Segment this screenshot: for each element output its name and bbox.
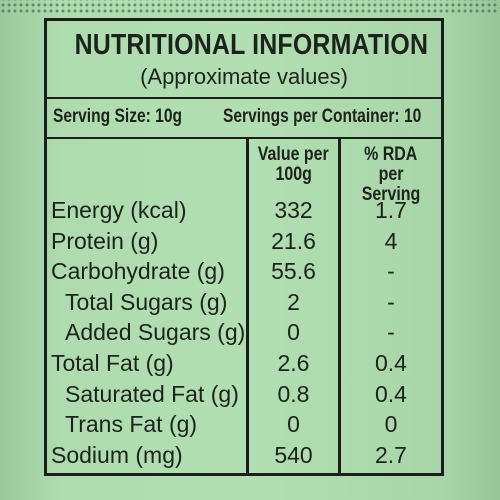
- nutrient-rda-per-serving: -: [387, 319, 395, 346]
- nutrient-row: Energy (kcal) 332 1.7: [47, 195, 441, 226]
- nutrient-row: Trans Fat (g) 0 0: [47, 409, 441, 440]
- nutrient-rows: Energy (kcal) 332 1.7 Protein (g) 21.6 4 Carbo…: [47, 195, 441, 470]
- nutrient-rda-per-serving: -: [387, 258, 395, 285]
- column-divider-rda: [338, 137, 341, 473]
- column-header-value-line1: Value per: [258, 144, 329, 165]
- nutrient-name: Carbohydrate (g): [51, 258, 225, 285]
- nutrient-row: Carbohydrate (g) 55.6 -: [47, 256, 441, 287]
- nutrient-row: Saturated Fat (g) 0.8 0.4: [47, 379, 441, 410]
- nutrition-facts-panel: NUTRITIONAL INFORMATION (Approximate val…: [44, 18, 444, 476]
- nutrient-value-per-100g: 2: [287, 288, 300, 315]
- nutrient-value-per-100g: 55.6: [271, 258, 316, 285]
- nutrient-value-per-100g: 332: [274, 197, 313, 223]
- servings-per-container: Servings per Container: 10: [223, 106, 422, 127]
- nutrient-value-per-100g: 0: [287, 319, 300, 346]
- serving-info-row: Serving Size: 10g Servings per Container…: [47, 97, 441, 139]
- nutrient-row: Protein (g) 21.6 4: [47, 226, 441, 257]
- panel-subtitle: (Approximate values): [140, 64, 348, 89]
- nutrient-value-per-100g: 21.6: [271, 227, 316, 254]
- title-block: NUTRITIONAL INFORMATION (Approximate val…: [47, 21, 441, 99]
- serving-size: Serving Size: 10g: [53, 106, 183, 127]
- nutrient-row: Total Fat (g) 2.6 0.4: [47, 348, 441, 379]
- nutrient-name: Trans Fat (g): [65, 411, 198, 438]
- column-header-rda-line2: per Serving: [361, 164, 421, 205]
- nutrient-rda-per-serving: 0.4: [375, 380, 407, 407]
- nutrient-name: Energy (kcal): [51, 197, 187, 223]
- nutrient-name: Added Sugars (g): [65, 319, 246, 346]
- nutrient-value-per-100g: 0.8: [277, 380, 310, 407]
- nutrient-rda-per-serving: 0.4: [375, 349, 407, 376]
- column-divider-value: [246, 137, 249, 473]
- nutrient-row: Added Sugars (g) 0 -: [47, 317, 441, 348]
- nutrient-rda-per-serving: 2.7: [375, 441, 407, 468]
- nutrient-value-per-100g: 540: [274, 441, 313, 468]
- printed-dot-pattern: [0, 0, 500, 14]
- column-header-value-line2: 100g: [275, 164, 312, 185]
- nutrient-rda-per-serving: -: [387, 288, 395, 315]
- nutrient-rda-per-serving: 4: [384, 227, 398, 254]
- nutrient-name: Total Fat (g): [51, 349, 174, 376]
- nutrient-row: Sodium (mg) 540 2.7: [47, 440, 441, 471]
- nutrient-row: Total Sugars (g) 2 -: [47, 287, 441, 318]
- column-header-value: Value per 100g: [249, 137, 338, 199]
- nutrient-name: Protein (g): [51, 227, 159, 254]
- nutrient-value-per-100g: 0: [287, 411, 300, 438]
- panel-title: NUTRITIONAL INFORMATION: [74, 29, 429, 61]
- nutrient-name: Total Sugars (g): [65, 288, 228, 315]
- nutrient-rda-per-serving: 1.7: [375, 197, 407, 223]
- column-header-rda-line1: % RDA: [364, 144, 418, 165]
- nutrient-name: Sodium (mg): [51, 441, 183, 468]
- nutrient-rda-per-serving: 0: [384, 411, 398, 438]
- nutrient-value-per-100g: 2.6: [277, 349, 310, 376]
- nutrient-name: Saturated Fat (g): [65, 380, 239, 407]
- column-header-rda: % RDA per Serving: [341, 137, 441, 205]
